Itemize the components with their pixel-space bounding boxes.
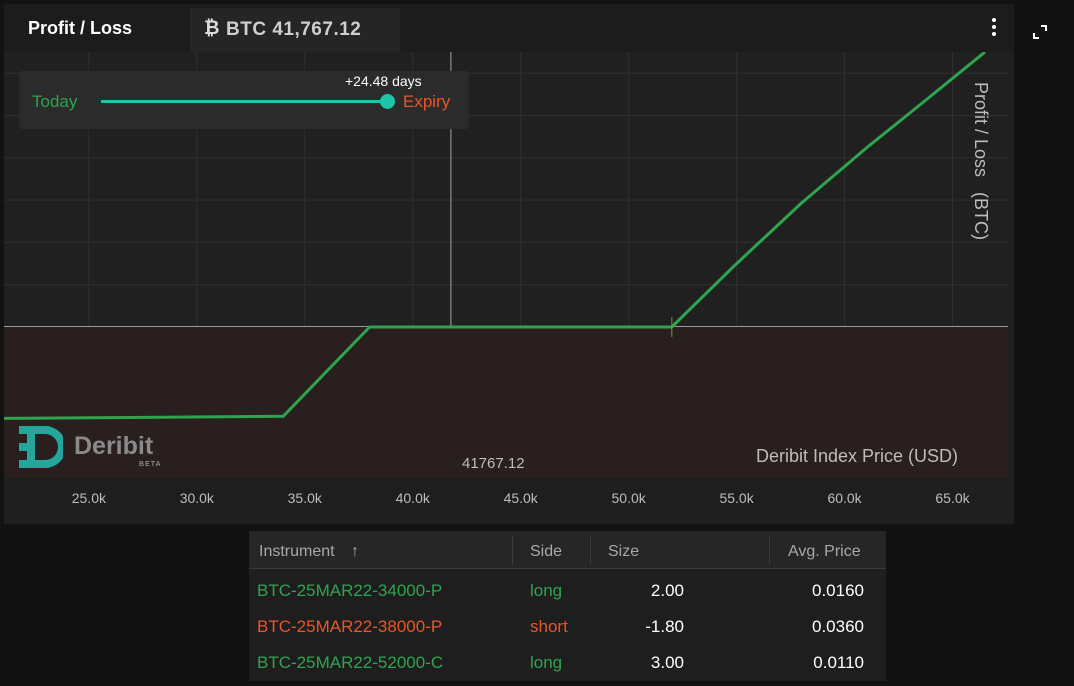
side-cell: short — [530, 617, 568, 636]
x-axis-label: Deribit Index Price (USD) — [756, 446, 959, 466]
header-size[interactable]: Size — [608, 543, 640, 560]
x-tick-label: 40.0k — [396, 490, 431, 506]
size-cell: 3.00 — [650, 653, 684, 672]
slider-handle[interactable] — [380, 94, 395, 109]
table-header: Instrument ↑ Side Size Avg. Price — [249, 531, 886, 569]
index-ticker: ₿ BTC 41,767.12 — [190, 8, 400, 52]
profit-loss-chart[interactable]: 25.0k 30.0k 35.0k 40.0k 45.0k 50.0k 55.0k 60.0k… — [4, 4, 1014, 524]
x-axis-band — [4, 478, 1008, 524]
x-tick-label: 60.0k — [827, 490, 862, 506]
avg-price-cell: 0.0160 — [812, 581, 864, 600]
x-tick-label: 30.0k — [180, 490, 215, 506]
pnl-series-line[interactable] — [4, 50, 986, 420]
bitcoin-icon: ₿ — [204, 18, 220, 39]
spot-price-label: 41767.12 — [462, 455, 525, 472]
panel-title: Profit / Loss — [28, 18, 133, 38]
size-cell: -1.80 — [645, 617, 684, 636]
instrument-cell: BTC-25MAR22-34000-P — [257, 581, 443, 600]
avg-price-cell: 0.0360 — [812, 617, 864, 636]
x-tick-label: 65.0k — [935, 490, 970, 506]
positions-table: Instrument ↑ Side Size Avg. Price BTC-25… — [249, 531, 886, 681]
y-axis-label: Profit / Loss (BTC) — [971, 82, 991, 241]
header-instrument[interactable]: Instrument — [259, 543, 335, 560]
axis-layer: 25.0k 30.0k 35.0k 40.0k 45.0k 50.0k 55.0k 60.0k… — [72, 490, 971, 506]
slider-track[interactable] — [101, 100, 388, 103]
table-row[interactable]: BTC-25MAR22-52000-C long 3.00 0.0110 — [249, 644, 886, 680]
instrument-cell: BTC-25MAR22-38000-P — [257, 617, 443, 636]
deribit-logo-icon — [19, 426, 66, 468]
side-cell: long — [530, 581, 563, 600]
logo-beta-tag: BETA — [139, 461, 162, 468]
header-avg-price[interactable]: Avg. Price — [788, 543, 861, 560]
expand-icon[interactable] — [1032, 24, 1048, 40]
panel-header: Profit / Loss ₿ BTC 41,767.12 — [4, 4, 1047, 52]
side-cell: long — [530, 653, 563, 672]
slider-days-label: +24.48 days — [345, 73, 422, 89]
x-tick-label: 50.0k — [612, 490, 647, 506]
x-tick-label: 35.0k — [288, 490, 323, 506]
x-tick-label: 25.0k — [72, 490, 107, 506]
size-cell: 2.00 — [650, 581, 684, 600]
series-layer — [4, 50, 986, 420]
table-row[interactable]: BTC-25MAR22-34000-P long 2.00 0.0160 — [249, 572, 886, 608]
x-tick-label: 45.0k — [504, 490, 539, 506]
instrument-cell: BTC-25MAR22-52000-C — [257, 653, 444, 672]
profit-loss-panel: 25.0k 30.0k 35.0k 40.0k 45.0k 50.0k 55.0k 60.0k… — [4, 4, 1047, 524]
table-row[interactable]: BTC-25MAR22-38000-P short -1.80 0.0360 — [249, 608, 886, 644]
time-slider: Today +24.48 days Expiry — [19, 71, 469, 129]
slider-today-label: Today — [32, 92, 78, 111]
more-options-icon[interactable] — [984, 18, 1004, 40]
loss-area — [4, 327, 1008, 478]
logo-text: Deribit — [74, 432, 154, 460]
slider-expiry-label: Expiry — [403, 92, 451, 111]
deribit-logo: Deribit BETA — [19, 426, 169, 470]
header-side[interactable]: Side — [530, 543, 563, 560]
sort-arrow-icon[interactable]: ↑ — [351, 543, 359, 560]
x-tick-label: 55.0k — [719, 490, 754, 506]
index-price: BTC 41,767.12 — [226, 19, 362, 40]
avg-price-cell: 0.0110 — [813, 653, 864, 672]
